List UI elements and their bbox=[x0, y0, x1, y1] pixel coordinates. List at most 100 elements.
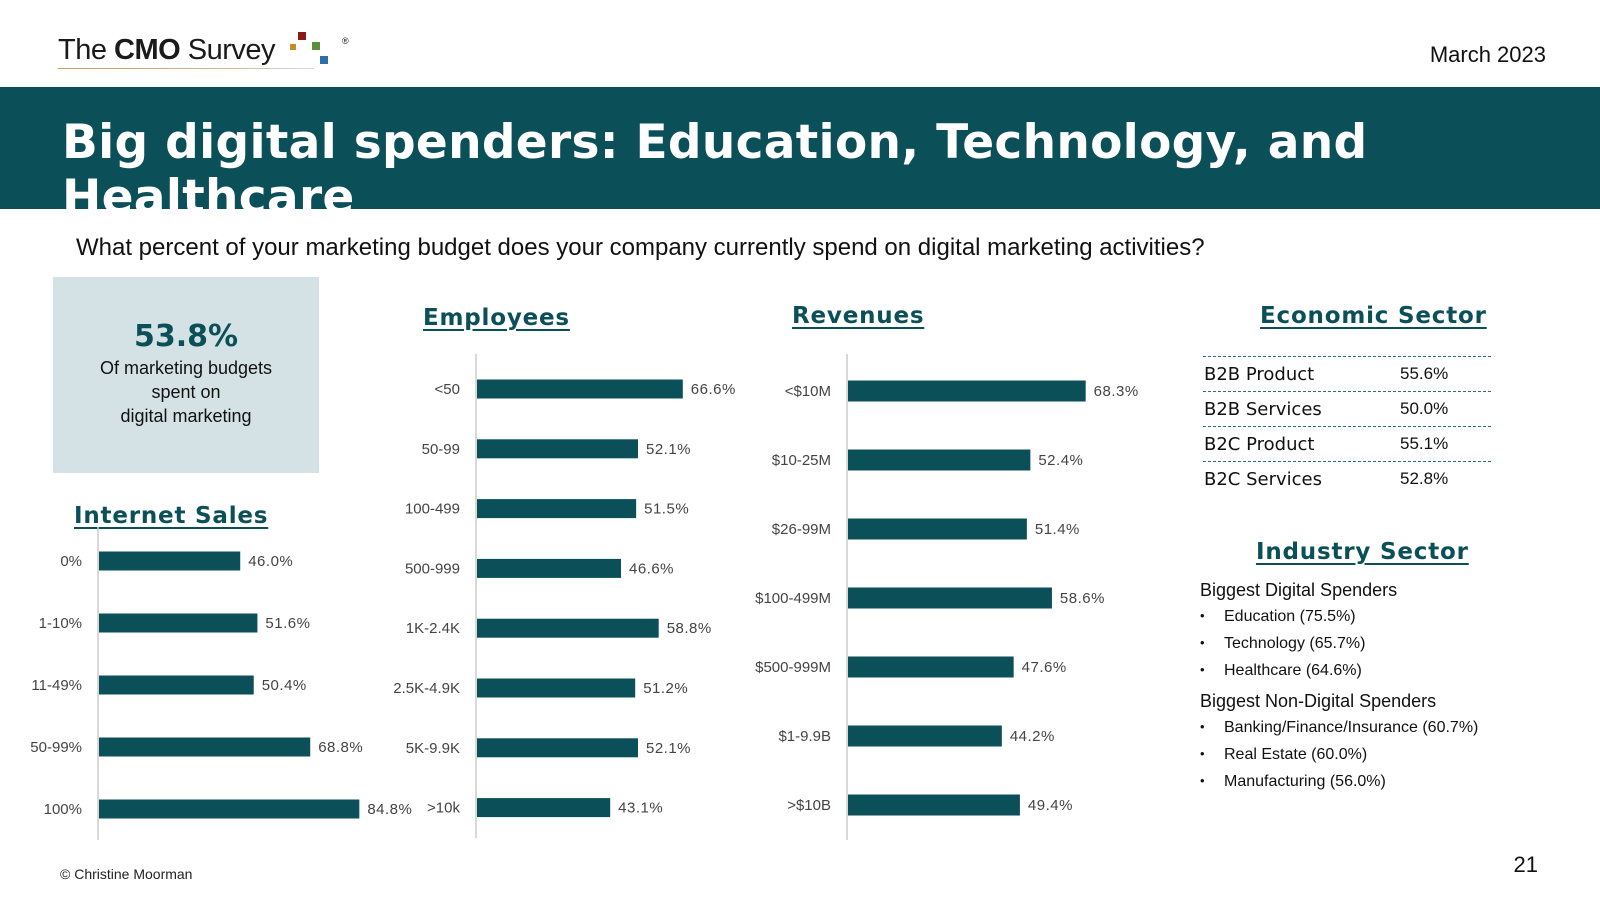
category-label: 1-10% bbox=[39, 615, 82, 632]
revenues-bar-chart: <$10M 68.3% $10-25M 52.4% $26-99M 51.4% $100-4… bbox=[755, 354, 1139, 840]
table-row: B2C Product 55.1% bbox=[1203, 426, 1491, 461]
bar bbox=[477, 379, 683, 399]
value-label: 66.6% bbox=[691, 381, 736, 398]
sector-name: B2B Product bbox=[1204, 363, 1315, 385]
value-label: 44.2% bbox=[1010, 728, 1055, 745]
list-item: Technology (65.7%) bbox=[1200, 635, 1478, 662]
category-label: 0% bbox=[60, 553, 82, 570]
value-label: 84.8% bbox=[367, 801, 412, 818]
category-label: >10k bbox=[427, 800, 460, 817]
survey-question: What percent of your marketing budget do… bbox=[76, 234, 1205, 261]
sector-value: 50.0% bbox=[1400, 399, 1449, 418]
value-label: 50.4% bbox=[262, 677, 307, 694]
list-item: Manufacturing (56.0%) bbox=[1200, 773, 1478, 800]
table-row: B2B Product 55.6% bbox=[1203, 356, 1491, 391]
sector-value: 55.6% bbox=[1400, 364, 1449, 383]
category-label: $100-499M bbox=[755, 590, 831, 607]
value-label: 58.6% bbox=[1060, 590, 1105, 607]
digital-spenders-title: Biggest Digital Spenders bbox=[1200, 580, 1398, 600]
nondigital-spenders-list: Banking/Finance/Insurance (60.7%) Real E… bbox=[1200, 719, 1478, 800]
bar bbox=[99, 551, 241, 571]
list-item: Banking/Finance/Insurance (60.7%) bbox=[1200, 719, 1478, 746]
category-label: 100% bbox=[44, 801, 82, 818]
value-label: 51.5% bbox=[644, 501, 689, 518]
copyright-footer: © Christine Moorman bbox=[60, 866, 193, 882]
bar bbox=[477, 618, 659, 638]
bar bbox=[99, 737, 311, 757]
logo-text: The CMO Survey bbox=[58, 34, 276, 66]
bar bbox=[477, 499, 637, 519]
bar bbox=[848, 656, 1014, 678]
sector-value: 52.8% bbox=[1400, 469, 1449, 488]
employees-heading: Employees bbox=[423, 305, 570, 331]
report-date: March 2023 bbox=[1429, 42, 1546, 67]
value-label: 52.1% bbox=[646, 441, 691, 458]
industry-sector-list: Biggest Digital Spenders Education (75.5… bbox=[1200, 580, 1478, 800]
list-item: Education (75.5%) bbox=[1200, 608, 1478, 635]
internet-sales-bar-chart: 0% 46.0% 1-10% 51.6% 11-49% 50.4% 50-99% 68.8% 1… bbox=[30, 527, 412, 840]
logo-square-orange bbox=[290, 44, 296, 50]
category-label: $500-999M bbox=[755, 659, 831, 676]
bar bbox=[99, 675, 254, 695]
table-row: B2B Services 50.0% bbox=[1203, 391, 1491, 426]
category-label: 1K-2.4K bbox=[406, 620, 460, 637]
value-label: 52.4% bbox=[1038, 452, 1083, 469]
value-label: 68.8% bbox=[318, 739, 363, 756]
logo-underline bbox=[58, 68, 314, 69]
logo-registered-mark: ® bbox=[342, 36, 349, 46]
revenues-heading: Revenues bbox=[792, 303, 925, 329]
bar bbox=[848, 380, 1086, 402]
category-label: 500-999 bbox=[405, 560, 460, 577]
industry-sector-heading: Industry Sector bbox=[1256, 539, 1469, 565]
table-row: B2C Services 52.8% bbox=[1203, 461, 1491, 496]
bar bbox=[477, 678, 636, 698]
overall-stat-label: Of marketing budgets spent on digital ma… bbox=[99, 358, 273, 426]
overall-stat-value: 53.8% bbox=[133, 319, 239, 354]
value-label: 47.6% bbox=[1022, 659, 1067, 676]
bar bbox=[99, 613, 258, 633]
nondigital-spenders-title: Biggest Non-Digital Spenders bbox=[1200, 691, 1437, 711]
logo-square-red bbox=[298, 32, 306, 40]
sector-name: B2C Services bbox=[1204, 468, 1322, 490]
sector-name: B2B Services bbox=[1204, 398, 1322, 420]
bar bbox=[477, 558, 621, 578]
internet-sales-heading: Internet Sales bbox=[74, 503, 269, 529]
bar bbox=[848, 587, 1052, 609]
page-number: 21 bbox=[1513, 852, 1538, 877]
value-label: 49.4% bbox=[1028, 797, 1073, 814]
category-label: 11-49% bbox=[31, 677, 82, 694]
category-label: $1-9.9B bbox=[778, 728, 831, 745]
category-label: 100-499 bbox=[405, 501, 460, 518]
logo-square-green bbox=[312, 42, 320, 50]
value-label: 46.0% bbox=[248, 553, 293, 570]
bar bbox=[477, 738, 638, 758]
bar bbox=[848, 794, 1020, 816]
employees-bar-chart: <50 66.6% 50-99 52.1% 100-499 51.5% 500-999 46.… bbox=[393, 354, 736, 838]
bar bbox=[99, 799, 360, 819]
category-label: $26-99M bbox=[772, 521, 831, 538]
list-item: Healthcare (64.6%) bbox=[1200, 662, 1478, 689]
category-label: 2.5K-4.9K bbox=[393, 680, 460, 697]
value-label: 51.2% bbox=[643, 680, 688, 697]
value-label: 52.1% bbox=[646, 740, 691, 757]
digital-spenders-list: Education (75.5%) Technology (65.7%) Hea… bbox=[1200, 608, 1478, 689]
bar bbox=[477, 439, 638, 459]
bar bbox=[848, 449, 1031, 471]
value-label: 51.4% bbox=[1035, 521, 1080, 538]
value-label: 68.3% bbox=[1094, 383, 1139, 400]
list-item: Real Estate (60.0%) bbox=[1200, 746, 1478, 773]
page-title: Big digital spenders: Education, Technol… bbox=[62, 115, 1368, 225]
overall-stat-box: 53.8% Of marketing budgets spent on digi… bbox=[53, 277, 319, 473]
bar bbox=[848, 518, 1027, 540]
category-label: 50-99% bbox=[30, 739, 82, 756]
economic-sector-heading: Economic Sector bbox=[1260, 303, 1487, 329]
value-label: 43.1% bbox=[618, 800, 663, 817]
sector-value: 55.1% bbox=[1400, 434, 1449, 453]
bar bbox=[848, 725, 1002, 747]
category-label: <$10M bbox=[785, 383, 831, 400]
economic-sector-table: B2B Product 55.6% B2B Services 50.0% B2C… bbox=[1203, 356, 1491, 496]
category-label: 5K-9.9K bbox=[406, 740, 460, 757]
value-label: 51.6% bbox=[265, 615, 310, 632]
category-label: 50-99 bbox=[422, 441, 460, 458]
title-banner: Big digital spenders: Education, Technol… bbox=[0, 87, 1600, 225]
